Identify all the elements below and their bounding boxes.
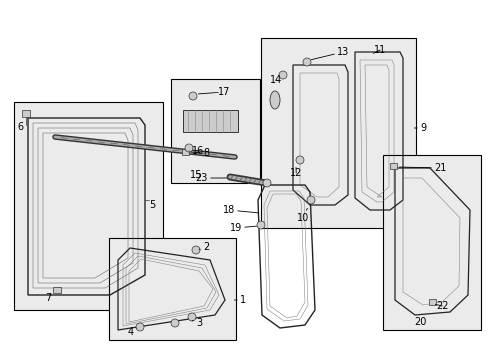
Circle shape (192, 246, 200, 254)
Text: 13: 13 (311, 47, 348, 60)
Circle shape (189, 92, 197, 100)
Text: 14: 14 (269, 75, 282, 85)
Text: 3: 3 (192, 318, 202, 328)
Text: 11: 11 (372, 45, 386, 55)
Bar (22, 109, 30, 117)
Bar (382, 155, 480, 330)
Text: 1: 1 (234, 295, 245, 305)
Circle shape (257, 221, 264, 229)
Circle shape (184, 144, 193, 152)
Circle shape (279, 71, 286, 79)
Text: 2: 2 (199, 242, 209, 252)
Text: 4: 4 (128, 327, 137, 337)
Text: 15: 15 (189, 170, 202, 180)
Bar (389, 163, 396, 169)
Circle shape (306, 196, 314, 204)
Text: 23: 23 (195, 173, 226, 183)
Bar (53, 287, 61, 293)
Circle shape (187, 313, 196, 321)
Text: 16: 16 (189, 146, 204, 156)
Bar (181, 149, 188, 155)
Text: 6: 6 (17, 122, 23, 132)
Bar (183, 110, 238, 132)
Text: 18: 18 (223, 205, 258, 215)
Circle shape (136, 323, 143, 331)
Bar (109, 238, 236, 340)
Circle shape (303, 58, 310, 66)
Bar (171, 79, 260, 183)
Text: 17: 17 (198, 87, 230, 97)
Text: 22: 22 (434, 301, 447, 311)
Text: 20: 20 (413, 317, 426, 327)
Text: 9: 9 (413, 123, 425, 133)
Text: 7: 7 (45, 293, 51, 303)
Circle shape (263, 179, 270, 187)
Text: 10: 10 (296, 208, 308, 223)
Bar (261, 38, 415, 228)
Bar (14, 102, 163, 310)
Text: 12: 12 (289, 167, 302, 178)
Text: 19: 19 (229, 223, 256, 233)
Text: 21: 21 (399, 163, 446, 173)
Text: 5: 5 (149, 200, 155, 210)
Text: 8: 8 (191, 148, 209, 158)
Circle shape (295, 156, 304, 164)
Circle shape (171, 319, 179, 327)
Ellipse shape (269, 91, 280, 109)
Bar (427, 299, 435, 305)
